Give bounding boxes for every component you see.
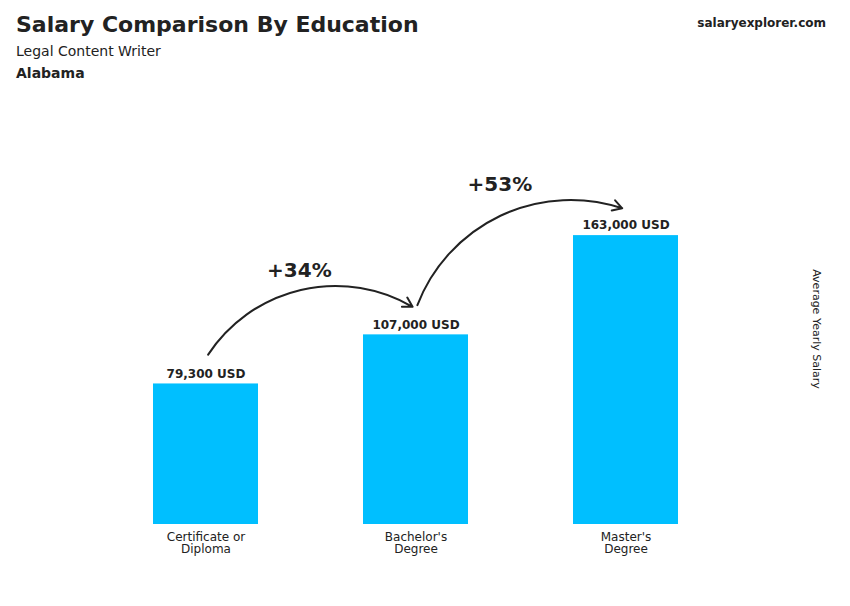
svg-text:Master'sDegree: Master'sDegree <box>601 530 652 556</box>
svg-text:107,000 USD: 107,000 USD <box>372 318 459 332</box>
html-text:Legal Content Writer: Legal Content Writer <box>16 43 161 59</box>
svg-text:+53%: +53% <box>468 172 533 196</box>
svg-text:163,000 USD: 163,000 USD <box>582 218 669 232</box>
html-text:Salary Comparison By Education: Salary Comparison By Education <box>16 12 419 37</box>
svg-text:Average Yearly Salary: Average Yearly Salary <box>810 269 823 389</box>
html-text:salaryexplorer.com: salaryexplorer.com <box>697 16 826 30</box>
svg-text:+34%: +34% <box>267 258 332 282</box>
svg-text:Bachelor'sDegree: Bachelor'sDegree <box>385 530 447 556</box>
svg-text:Certificate orDiploma: Certificate orDiploma <box>167 530 245 556</box>
html-text:Alabama: Alabama <box>16 65 85 81</box>
svg-text:79,300 USD: 79,300 USD <box>167 367 246 381</box>
